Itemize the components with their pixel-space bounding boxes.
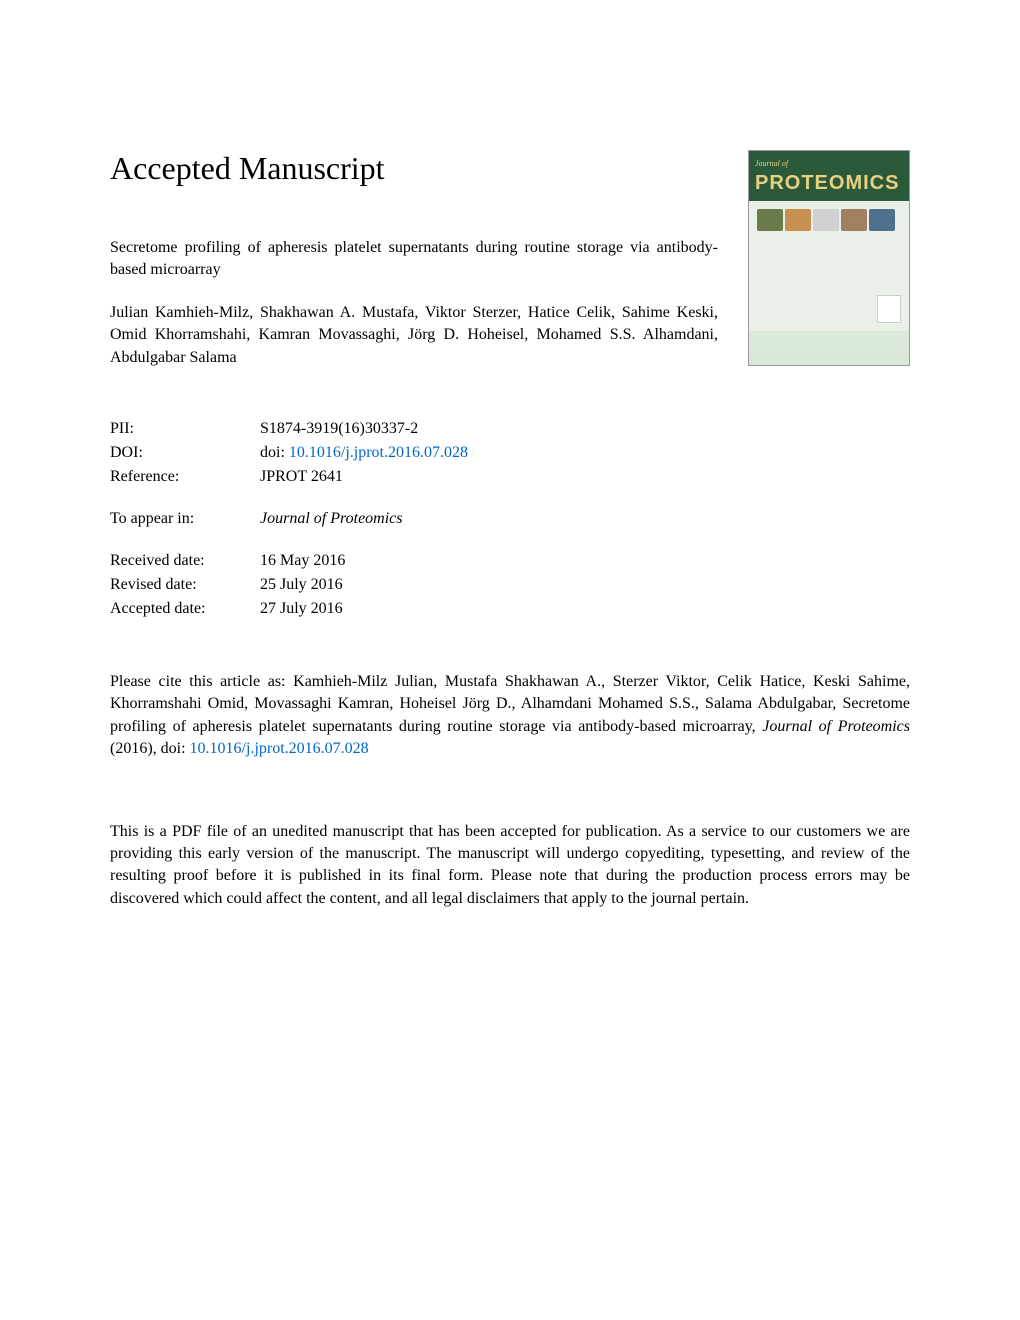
journal-cover-body [749, 201, 909, 331]
metadata-row-accepted: Accepted date: 27 July 2016 [110, 597, 910, 621]
citation-year: (2016), doi: [110, 740, 190, 757]
doi-value: doi: 10.1016/j.jprot.2016.07.028 [260, 441, 910, 465]
appear-value: Journal of Proteomics [260, 507, 910, 531]
accepted-label: Accepted date: [110, 597, 260, 621]
appear-label: To appear in: [110, 507, 260, 531]
accepted-manuscript-title: Accepted Manuscript [110, 150, 718, 187]
metadata-row-reference: Reference: JPROT 2641 [110, 465, 910, 489]
metadata-row-pii: PII: S1874-3919(16)30337-2 [110, 417, 910, 441]
received-label: Received date: [110, 549, 260, 573]
received-value: 16 May 2016 [260, 549, 910, 573]
journal-cover-header: Journal of [749, 151, 909, 172]
left-content: Accepted Manuscript Secretome profiling … [110, 150, 748, 397]
metadata-gap [110, 489, 910, 507]
cover-image-box [757, 209, 783, 231]
revised-value: 25 July 2016 [260, 573, 910, 597]
authors-list: Julian Kamhieh-Milz, Shakhawan A. Mustaf… [110, 302, 718, 369]
metadata-table: PII: S1874-3919(16)30337-2 DOI: doi: 10.… [110, 417, 910, 621]
pii-value: S1874-3919(16)30337-2 [260, 417, 910, 441]
article-title: Secretome profiling of apheresis platele… [110, 237, 718, 282]
cover-image-box [813, 209, 839, 231]
journal-cover-thumbnail: Journal of PROTEOMICS [748, 150, 910, 366]
citation-journal: Journal of Proteomics [762, 718, 910, 735]
reference-value: JPROT 2641 [260, 465, 910, 489]
disclaimer-paragraph: This is a PDF file of an unedited manusc… [110, 821, 910, 911]
pii-label: PII: [110, 417, 260, 441]
citation-paragraph: Please cite this article as: Kamhieh-Mil… [110, 671, 910, 761]
journal-cover-images [753, 209, 905, 231]
doi-label: DOI: [110, 441, 260, 465]
citation-doi-link[interactable]: 10.1016/j.jprot.2016.07.028 [190, 740, 369, 757]
metadata-row-received: Received date: 16 May 2016 [110, 549, 910, 573]
reference-label: Reference: [110, 465, 260, 489]
metadata-row-doi: DOI: doi: 10.1016/j.jprot.2016.07.028 [110, 441, 910, 465]
accepted-value: 27 July 2016 [260, 597, 910, 621]
doi-link[interactable]: 10.1016/j.jprot.2016.07.028 [289, 444, 468, 461]
cover-image-box [841, 209, 867, 231]
journal-cover-footer-logo [877, 295, 901, 323]
header-section: Accepted Manuscript Secretome profiling … [110, 150, 910, 397]
metadata-row-appear: To appear in: Journal of Proteomics [110, 507, 910, 531]
revised-label: Revised date: [110, 573, 260, 597]
cover-image-box [869, 209, 895, 231]
metadata-gap [110, 531, 910, 549]
cover-image-box [785, 209, 811, 231]
journal-cover-title: PROTEOMICS [749, 172, 909, 201]
metadata-row-revised: Revised date: 25 July 2016 [110, 573, 910, 597]
doi-prefix: doi: [260, 444, 289, 461]
